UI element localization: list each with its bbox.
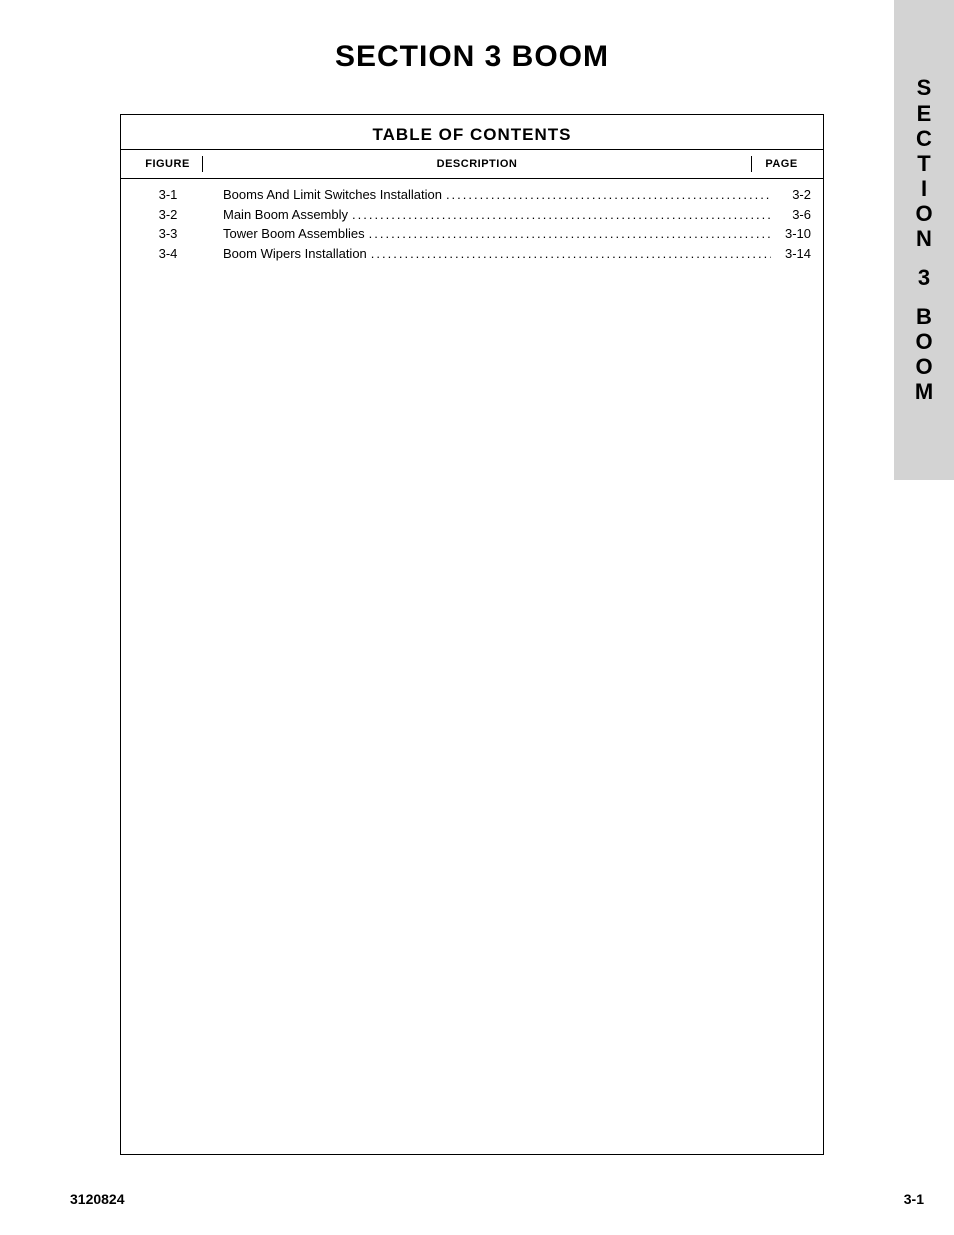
footer-page-number: 3-1 <box>904 1191 924 1207</box>
thumb-tab-char: B <box>916 305 932 328</box>
toc-row-leader-dots <box>371 244 771 264</box>
thumb-tab-char: O <box>915 330 932 353</box>
toc-row-leader-dots <box>352 205 771 225</box>
toc-body: 3-1Booms And Limit Switches Installation… <box>121 179 823 269</box>
toc-row-page: 3-10 <box>775 224 811 244</box>
toc-col-page: PAGE <box>751 156 811 172</box>
footer-doc-number: 3120824 <box>70 1191 125 1207</box>
toc-row-description: Booms And Limit Switches Installation <box>203 185 442 205</box>
toc-row: 3-3Tower Boom Assemblies 3-10 <box>133 224 811 244</box>
toc-row: 3-1Booms And Limit Switches Installation… <box>133 185 811 205</box>
toc-row: 3-2Main Boom Assembly 3-6 <box>133 205 811 225</box>
thumb-tab-char: O <box>915 202 932 225</box>
page-footer: 3120824 3-1 <box>70 1191 924 1207</box>
section-title: SECTION 3 BOOM <box>70 40 874 74</box>
toc-row-description: Tower Boom Assemblies <box>203 224 365 244</box>
table-of-contents-box: TABLE OF CONTENTS FIGURE DESCRIPTION PAG… <box>120 114 824 1155</box>
toc-title: TABLE OF CONTENTS <box>121 115 823 149</box>
toc-col-description: DESCRIPTION <box>203 156 751 172</box>
toc-row-leader-dots <box>369 224 771 244</box>
page-content: SECTION 3 BOOM TABLE OF CONTENTS FIGURE … <box>0 0 894 1235</box>
thumb-tab-char: I <box>921 177 927 200</box>
toc-row-figure: 3-1 <box>133 185 203 205</box>
toc-row-description: Main Boom Assembly <box>203 205 348 225</box>
thumb-tab-char: N <box>916 227 932 250</box>
thumb-tab-char: C <box>916 127 932 150</box>
toc-row: 3-4Boom Wipers Installation 3-14 <box>133 244 811 264</box>
thumb-tab-char: O <box>915 355 932 378</box>
toc-row-leader-dots <box>446 185 771 205</box>
section-thumb-tab: SECTION3BOOM <box>894 0 954 480</box>
toc-header-row: FIGURE DESCRIPTION PAGE <box>121 149 823 179</box>
toc-row-description: Boom Wipers Installation <box>203 244 367 264</box>
toc-col-figure: FIGURE <box>133 156 203 172</box>
toc-row-page: 3-14 <box>775 244 811 264</box>
toc-row-figure: 3-3 <box>133 224 203 244</box>
toc-row-figure: 3-2 <box>133 205 203 225</box>
toc-row-page: 3-2 <box>775 185 811 205</box>
toc-row-page: 3-6 <box>775 205 811 225</box>
thumb-tab-char: T <box>917 152 930 175</box>
thumb-tab-char: 3 <box>918 266 930 289</box>
thumb-tab-char: M <box>915 380 933 403</box>
thumb-tab-char: S <box>917 76 932 99</box>
toc-row-figure: 3-4 <box>133 244 203 264</box>
thumb-tab-char: E <box>917 102 932 125</box>
